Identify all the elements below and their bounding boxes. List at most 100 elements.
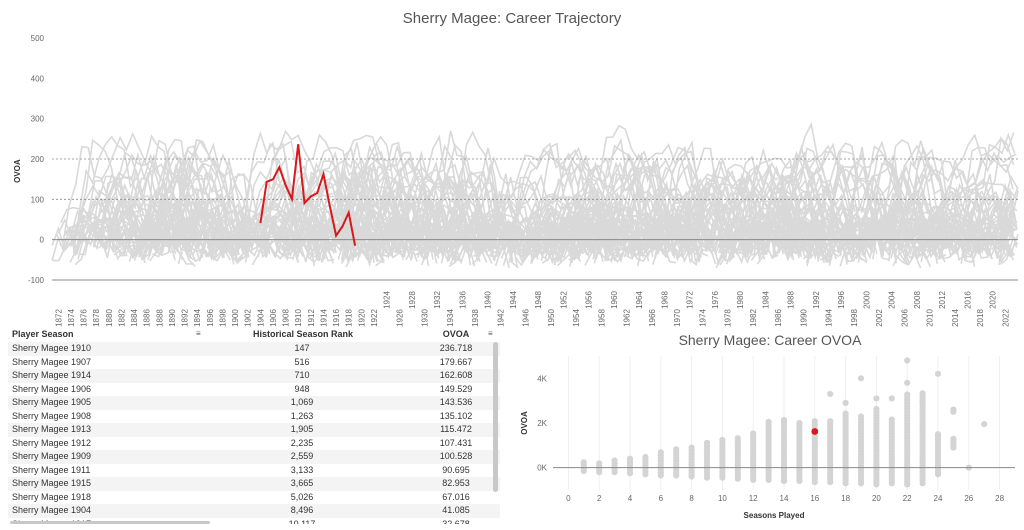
x-tick-label: 1898 — [218, 309, 227, 327]
season-rank-cell: 516 — [294, 356, 310, 367]
table-row[interactable]: Sherry Magee 1915 3,665 82.953 — [8, 477, 500, 491]
player-season-cell: Sherry Magee 1910 — [12, 343, 92, 353]
x-tick-label: 1926 — [395, 309, 404, 327]
season-table[interactable]: Player Season ≡ Historical Season Rank O… — [8, 328, 508, 524]
career-line — [874, 151, 902, 212]
career-line — [113, 216, 229, 260]
ovoa-cell: 135.102 — [439, 410, 473, 421]
player-point — [873, 395, 880, 402]
career-line — [413, 134, 459, 247]
player-point — [765, 418, 772, 425]
career-line — [263, 225, 316, 267]
career-line — [646, 150, 718, 252]
season-rank-cell: 8,496 — [290, 505, 314, 515]
player-point — [780, 416, 788, 424]
career-line — [897, 146, 944, 247]
horizontal-scrollbar[interactable] — [10, 521, 210, 524]
x-tick-label: 2006 — [900, 309, 909, 327]
player-season-cell: Sherry Magee 1908 — [12, 410, 92, 421]
player-point — [873, 405, 880, 413]
table-row[interactable]: Sherry Magee 1904 8,496 41.085 — [8, 504, 500, 518]
header-player-season[interactable]: Player Season — [12, 329, 74, 339]
x-tick-label: 1986 — [774, 309, 783, 327]
player-point — [950, 408, 957, 415]
career-line — [224, 173, 251, 231]
player-point — [919, 390, 926, 397]
career-line — [143, 189, 240, 254]
player-season-cell: Sherry Magee 1918 — [12, 491, 92, 502]
player-point — [904, 391, 911, 398]
career-line — [567, 124, 683, 256]
table-row[interactable]: Sherry Magee 1905 1,069 143.536 — [8, 396, 500, 410]
x-tick-label: 1962 — [623, 309, 632, 327]
career-line — [893, 200, 952, 257]
career-line — [769, 216, 809, 247]
x-tick-label: 1954 — [572, 309, 581, 327]
table-row[interactable]: Sherry Magee 1913 1,905 115.472 — [8, 423, 500, 437]
table-row[interactable]: Sherry Magee 1918 5,026 67.016 — [8, 491, 500, 505]
career-line — [500, 212, 540, 259]
career-line — [699, 218, 745, 255]
career-line — [302, 150, 362, 230]
ovoa-cell: 149.529 — [439, 383, 473, 394]
x-tick-label: 1908 — [282, 309, 291, 327]
header-historical-rank[interactable]: Historical Season Rank — [252, 329, 354, 339]
vertical-scrollbar[interactable] — [493, 342, 498, 492]
career-line — [537, 142, 571, 239]
table-row[interactable]: Sherry Magee 1911 3,133 90.695 — [8, 464, 500, 478]
x-tick-label: 2022 — [1001, 309, 1010, 327]
career-line — [273, 207, 388, 257]
table-header: Player Season ≡ Historical Season Rank O… — [8, 328, 508, 342]
career-line — [999, 238, 1014, 265]
x-tick-label: 2000 — [862, 291, 871, 309]
table-row[interactable]: Sherry Magee 1912 2,235 107.431 — [8, 437, 500, 451]
sort-descending-icon[interactable]: ≡ — [488, 329, 493, 338]
x-tick-label: 1952 — [559, 291, 568, 309]
career-line — [916, 198, 988, 249]
career-line — [513, 176, 541, 236]
career-line — [72, 135, 151, 254]
ovoa-cell: 100.528 — [439, 451, 473, 461]
table-row[interactable]: Sherry Magee 1910 147 236.718 — [8, 342, 500, 356]
x-tick-label: 1942 — [496, 309, 505, 327]
player-season-cell: Sherry Magee 1915 — [12, 478, 92, 488]
season-rank-cell: 948 — [294, 383, 310, 394]
x-tick-label: 1972 — [686, 291, 695, 309]
career-line — [62, 145, 115, 251]
season-rank-cell: 1,263 — [290, 410, 314, 421]
sort-descending-icon[interactable]: ≡ — [196, 329, 201, 338]
career-line — [340, 169, 374, 231]
ovoa-cell: 143.536 — [439, 397, 473, 407]
x-tick-label: 1878 — [92, 309, 101, 327]
table-row[interactable]: Sherry Magee 1914 710 162.608 — [8, 369, 500, 383]
x-tick-label: 1906 — [269, 309, 278, 327]
career-line — [339, 217, 430, 267]
x-tick-label: 1966 — [648, 309, 657, 327]
career-line — [848, 192, 932, 252]
career-line — [379, 168, 495, 257]
player-point — [842, 399, 849, 406]
career-line — [544, 163, 610, 258]
x-tick-label: 10 — [718, 494, 727, 503]
x-tick-label: 16 — [810, 494, 819, 503]
y-axis-title: OVOA — [13, 159, 22, 183]
career-line — [570, 197, 617, 241]
career-line — [674, 202, 715, 256]
player-season-cell: Sherry Magee 1904 — [12, 505, 92, 515]
ovoa-cell: 41.085 — [442, 505, 470, 515]
x-tick-label: 1980 — [736, 291, 745, 309]
table-row[interactable]: Sherry Magee 1909 2,559 100.528 — [8, 450, 500, 464]
table-row[interactable]: Sherry Magee 1907 516 179.667 — [8, 356, 500, 370]
header-ovoa[interactable]: OVOA — [442, 329, 470, 339]
career-line — [923, 133, 1014, 241]
table-row[interactable]: Sherry Magee 1908 1,263 135.102 — [8, 410, 500, 424]
career-trajectory-chart[interactable]: 500 400 300 200 100 0 -100 OVOA 1872 1874 1876 1878… — [0, 30, 1024, 328]
career-line — [768, 147, 865, 253]
career-line — [69, 195, 128, 257]
career-line — [770, 158, 798, 230]
player-point — [934, 431, 942, 438]
table-row[interactable]: Sherry Magee 1906 948 149.529 — [8, 383, 500, 397]
career-line — [598, 205, 676, 255]
x-tick-label: 2008 — [913, 291, 922, 309]
